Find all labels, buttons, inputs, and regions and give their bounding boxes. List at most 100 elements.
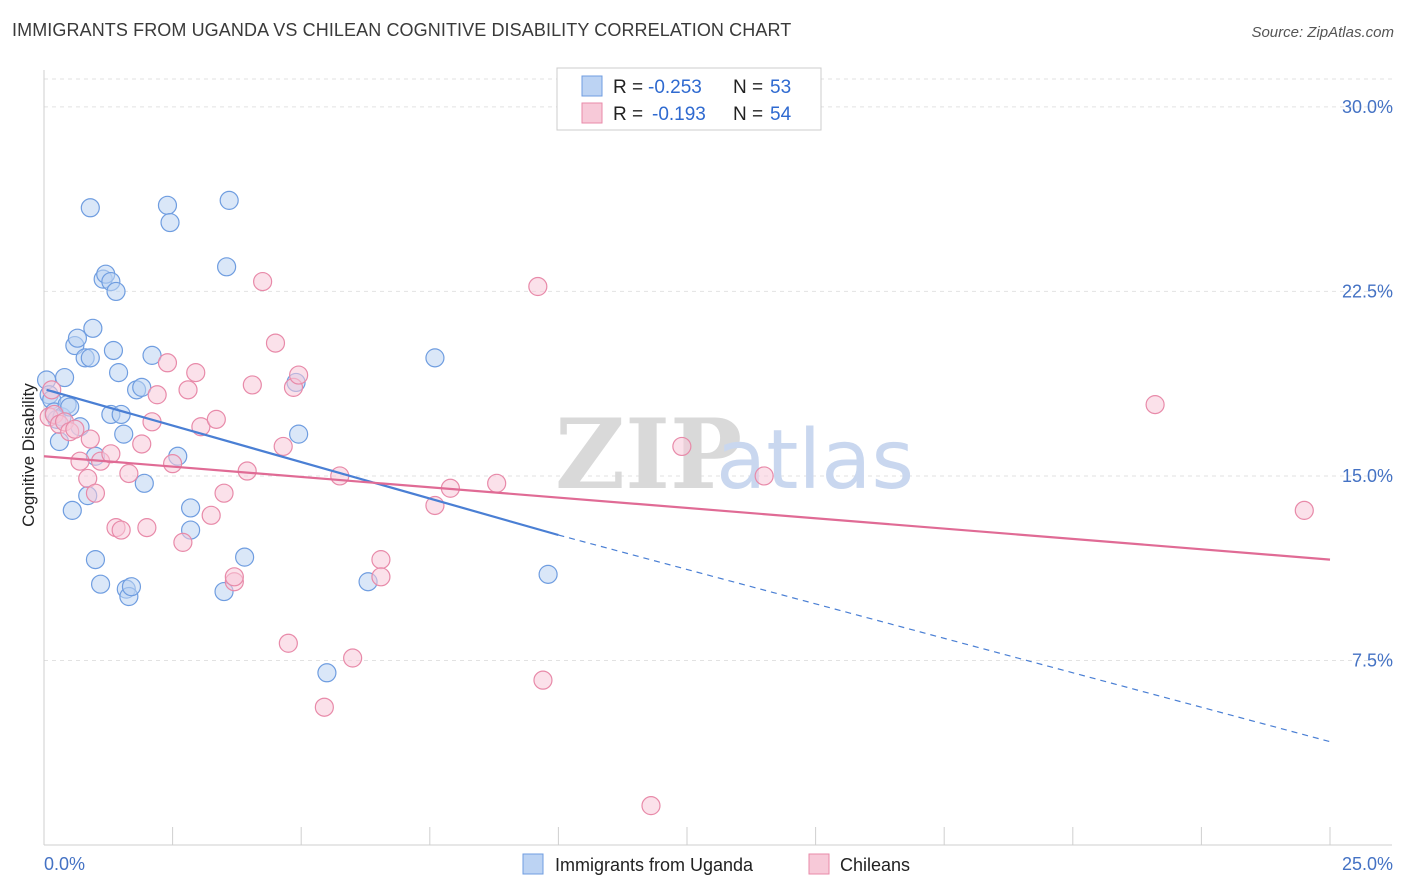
y-axis-label: Cognitive Disability: [19, 383, 38, 527]
data-point: [137, 518, 157, 538]
data-point: [103, 340, 124, 361]
data-point: [54, 367, 75, 388]
data-point: [201, 505, 221, 525]
data-point: [533, 670, 553, 690]
data-point: [224, 567, 244, 587]
bottom-legend-label-uganda: Immigrants from Uganda: [555, 855, 754, 875]
data-point: [186, 363, 206, 383]
data-point: [242, 375, 262, 395]
bottom-legend-swatch-chileans: [808, 853, 830, 875]
legend-n-value-uganda: 53: [770, 77, 791, 98]
legend-r-label-uganda: R =: [613, 77, 643, 98]
series-legend: Immigrants from Uganda Chileans: [522, 853, 910, 875]
data-point: [289, 365, 309, 385]
trend-line-uganda-extension: [558, 534, 1331, 743]
tick-labels: 7.5% 15.0% 22.5% 30.0% 0.0% 25.0%: [44, 97, 1393, 874]
correlation-legend: R = -0.253 N = 53 R = -0.193 N = 54: [556, 67, 822, 131]
data-point: [62, 500, 82, 520]
data-point: [754, 466, 774, 486]
data-point: [114, 424, 134, 444]
data-point: [65, 419, 85, 439]
legend-swatch-chileans: [581, 102, 603, 124]
data-point: [528, 276, 548, 297]
x-tick-label: 25.0%: [1342, 854, 1393, 874]
data-point: [278, 633, 298, 653]
data-point: [178, 380, 198, 400]
data-point: [111, 520, 131, 540]
data-point: [314, 697, 334, 717]
watermark-zip: ZIP: [555, 398, 742, 511]
data-point: [134, 473, 154, 493]
legend-n-label-chileans: N =: [733, 104, 763, 125]
data-point: [90, 574, 111, 594]
legend-n-value-chileans: 54: [770, 104, 792, 125]
data-point: [343, 648, 363, 668]
data-point: [289, 424, 309, 444]
data-point: [371, 550, 391, 570]
source-credit: Source: ZipAtlas.com: [1251, 24, 1394, 41]
legend-r-label-chileans: R =: [613, 104, 643, 125]
data-point: [371, 567, 391, 587]
series-uganda-points: [36, 190, 558, 683]
data-point: [330, 466, 350, 486]
data-point: [78, 468, 98, 489]
data-point: [253, 271, 273, 292]
data-point: [173, 532, 193, 552]
data-point: [147, 385, 167, 405]
data-point: [119, 463, 139, 484]
trend-line-chileans: [43, 455, 1331, 561]
data-point: [163, 454, 183, 474]
chart-title: IMMIGRANTS FROM UGANDA VS CHILEAN COGNIT…: [12, 20, 792, 40]
data-point: [132, 434, 152, 454]
data-point: [214, 483, 234, 503]
data-point: [425, 348, 445, 368]
trend-line-uganda: [46, 388, 559, 537]
data-point: [85, 550, 106, 570]
data-point: [80, 348, 100, 368]
data-point: [641, 796, 661, 816]
data-point: [106, 281, 126, 302]
x-tick-label: 0.0%: [44, 854, 85, 874]
data-point: [160, 212, 180, 233]
legend-r-value-uganda: -0.253: [648, 77, 702, 98]
data-point: [108, 363, 129, 383]
data-point: [487, 473, 507, 493]
y-tick-label: 7.5%: [1352, 650, 1393, 670]
bottom-legend-swatch-uganda: [522, 853, 544, 875]
bottom-legend-label-chileans: Chileans: [840, 855, 910, 875]
data-point: [67, 328, 88, 348]
y-tick-label: 22.5%: [1342, 281, 1393, 301]
y-tick-label: 15.0%: [1342, 466, 1393, 486]
data-point: [235, 547, 255, 567]
data-point: [157, 195, 178, 215]
data-point: [273, 436, 293, 457]
data-point: [1145, 395, 1165, 415]
data-point: [70, 451, 90, 471]
data-point: [121, 577, 142, 597]
legend-n-label-uganda: N =: [733, 77, 763, 98]
data-point: [85, 483, 106, 503]
trend-lines: [43, 388, 1331, 743]
gridlines: [44, 78, 1392, 661]
watermark-atlas: atlas: [716, 413, 914, 508]
data-point: [1294, 500, 1314, 520]
legend-r-value-chileans: -0.193: [652, 104, 706, 125]
data-point: [157, 353, 178, 373]
data-point: [317, 663, 337, 683]
data-point: [217, 257, 237, 277]
data-point: [219, 190, 239, 210]
data-point: [181, 498, 201, 518]
data-point: [80, 198, 100, 218]
data-point: [206, 409, 226, 429]
legend-swatch-uganda: [581, 75, 603, 97]
data-point: [265, 333, 286, 353]
data-point: [538, 564, 558, 584]
data-point: [132, 377, 152, 397]
axes: [43, 70, 1392, 846]
data-point: [142, 345, 162, 365]
data-point: [101, 444, 121, 464]
data-point: [80, 429, 100, 449]
data-point: [42, 380, 62, 400]
data-point: [83, 318, 103, 338]
